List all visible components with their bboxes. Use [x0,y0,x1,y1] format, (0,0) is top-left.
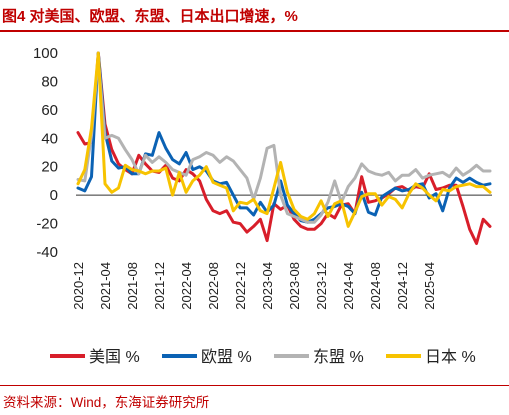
x-tick-label: 2021-08 [125,262,140,310]
legend-label: 日本 % [425,348,476,366]
y-tick-label: 40 [41,130,58,147]
y-tick-label: 60 [41,102,58,119]
y-tick-label: 100 [33,45,58,62]
plot-area: -40 -20 0 20 40 60 80 100 2020-12 2021-04 2021-08… [33,45,492,366]
y-axis-ticks: -40 -20 0 20 40 60 80 100 [33,45,58,261]
x-tick-label: 2022-08 [206,262,221,310]
series-lines [76,51,492,245]
series-line-3 [76,57,492,224]
x-tick-label: 2023-12 [314,262,329,310]
source-divider [0,385,509,386]
chart-title: 图4 对美国、欧盟、东盟、日本出口增速，% [2,8,298,25]
y-tick-label: 20 [41,159,58,176]
x-tick-label: 2025-04 [422,262,437,310]
y-tick-label: 0 [50,187,58,204]
x-tick-label: 2024-04 [341,262,356,310]
x-tick-label: 2020-12 [71,262,86,310]
y-tick-label: -20 [36,216,58,233]
x-tick-label: 2023-08 [287,262,302,310]
x-tick-label: 2023-04 [260,262,275,310]
series-line-2 [76,51,492,224]
y-tick-label: 80 [41,73,58,90]
source-note: 资料来源：Wind，东海证券研究所 [3,395,210,410]
y-tick-label: -40 [36,244,58,261]
x-tick-label: 2021-12 [152,262,167,310]
series-line-1 [76,51,492,245]
x-tick-label: 2024-08 [368,262,383,310]
legend-label: 欧盟 % [201,348,252,366]
x-tick-label: 2022-12 [233,262,248,310]
x-tick-label: 2024-12 [395,262,410,310]
legend: 美国 % 欧盟 % 东盟 % 日本 % [50,348,476,366]
x-tick-label: 2022-04 [179,262,194,310]
x-tick-label: 2021-04 [98,262,113,310]
legend-label: 东盟 % [313,348,364,366]
series-line-4 [76,51,492,228]
title-underline [0,30,509,32]
legend-label: 美国 % [89,348,140,366]
x-axis-ticks: 2020-12 2021-04 2021-08 2021-12 2022-04 2022-… [71,262,437,310]
